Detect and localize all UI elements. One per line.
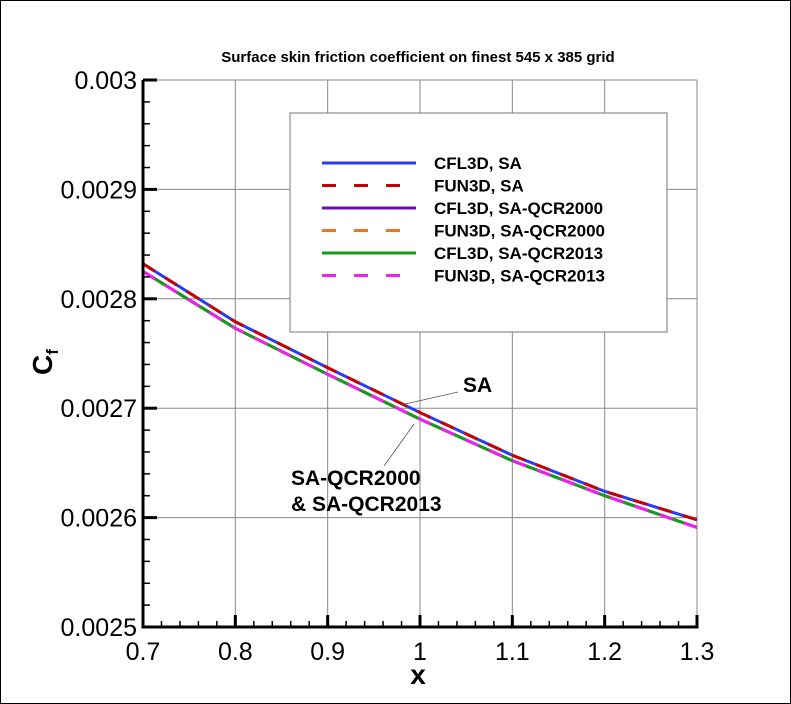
annotation-text: SA-QCR2000 (291, 467, 421, 490)
axes: 0.7 0.8 0.9 1 1.1 1.2 1.3 0.0025 0.0026 0.0027 0.0… (61, 67, 715, 666)
legend-label: CFL3D, SA-QCR2013 (434, 244, 603, 263)
x-tick-label: 1.2 (587, 638, 622, 666)
x-axis-label: x (410, 659, 426, 690)
legend-label: FUN3D, SA (434, 177, 524, 196)
annotation-text: SA (463, 374, 492, 397)
legend-label: CFL3D, SA-QCR2000 (434, 199, 603, 218)
legend-label: FUN3D, SA-QCR2013 (434, 267, 605, 286)
x-tick-label: 1.1 (495, 638, 530, 666)
leader-line (383, 423, 415, 467)
y-tick-label: 0.003 (74, 67, 137, 95)
x-tick-label: 1 (413, 638, 427, 666)
series-line-1 (142, 262, 698, 522)
legend-label: FUN3D, SA-QCR2000 (434, 222, 605, 241)
legend-label: CFL3D, SA (434, 154, 522, 173)
annotation-sa: SA (400, 374, 492, 406)
y-tick-label: 0.0029 (61, 176, 137, 204)
x-tick-label: 0.9 (310, 638, 345, 666)
y-tick-label: 0.0028 (61, 286, 137, 314)
y-axis-label: Cf (27, 349, 62, 375)
x-tick-label: 0.8 (218, 638, 253, 666)
y-tick-label: 0.0027 (61, 395, 137, 423)
annotation-text: & SA-QCR2013 (291, 493, 442, 516)
y-tick-label: 0.0026 (61, 505, 137, 533)
chart-title: Surface skin friction coefficient on fin… (221, 49, 614, 66)
series-lines (142, 262, 698, 529)
x-tick-label: 0.7 (126, 638, 161, 666)
leader-line (400, 391, 459, 406)
annotation-qcr: SA-QCR2000 & SA-QCR2013 (291, 423, 442, 516)
series-line-5 (142, 270, 698, 529)
legend: CFL3D, SA FUN3D, SA CFL3D, SA-QCR2000 FUN3D… (289, 112, 668, 333)
legend-box (289, 112, 668, 333)
y-tick-label: 0.0025 (61, 614, 137, 642)
x-tick-label: 1.3 (680, 638, 715, 666)
